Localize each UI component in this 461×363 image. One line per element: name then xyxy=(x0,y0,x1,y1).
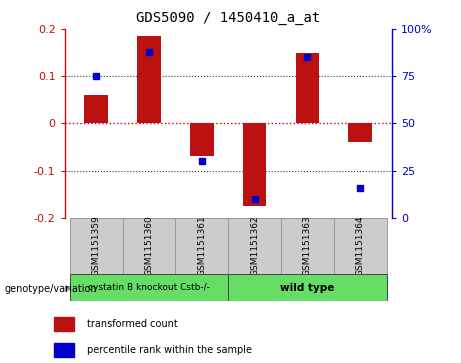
Text: transformed count: transformed count xyxy=(87,319,177,329)
Bar xyxy=(54,317,75,331)
Title: GDS5090 / 1450410_a_at: GDS5090 / 1450410_a_at xyxy=(136,11,320,25)
Text: genotype/variation: genotype/variation xyxy=(5,284,97,294)
Bar xyxy=(137,36,161,123)
Text: wild type: wild type xyxy=(280,283,335,293)
Bar xyxy=(70,274,228,301)
Text: GSM1151360: GSM1151360 xyxy=(144,216,154,276)
Text: GSM1151363: GSM1151363 xyxy=(303,216,312,276)
Text: GSM1151361: GSM1151361 xyxy=(197,216,207,276)
Text: GSM1151362: GSM1151362 xyxy=(250,216,259,276)
Bar xyxy=(70,218,123,274)
Bar xyxy=(242,123,266,206)
Bar xyxy=(175,218,228,274)
Bar xyxy=(190,123,214,156)
Bar xyxy=(334,218,387,274)
Text: GSM1151364: GSM1151364 xyxy=(356,216,365,276)
Bar xyxy=(296,53,319,123)
Text: percentile rank within the sample: percentile rank within the sample xyxy=(87,345,252,355)
Bar xyxy=(228,274,387,301)
Text: cystatin B knockout Cstb-/-: cystatin B knockout Cstb-/- xyxy=(88,283,210,292)
Bar xyxy=(123,218,175,274)
Bar xyxy=(228,218,281,274)
Bar xyxy=(54,343,75,357)
Bar xyxy=(84,95,108,123)
Text: GSM1151359: GSM1151359 xyxy=(92,216,100,276)
Bar xyxy=(281,218,334,274)
Bar xyxy=(349,123,372,142)
